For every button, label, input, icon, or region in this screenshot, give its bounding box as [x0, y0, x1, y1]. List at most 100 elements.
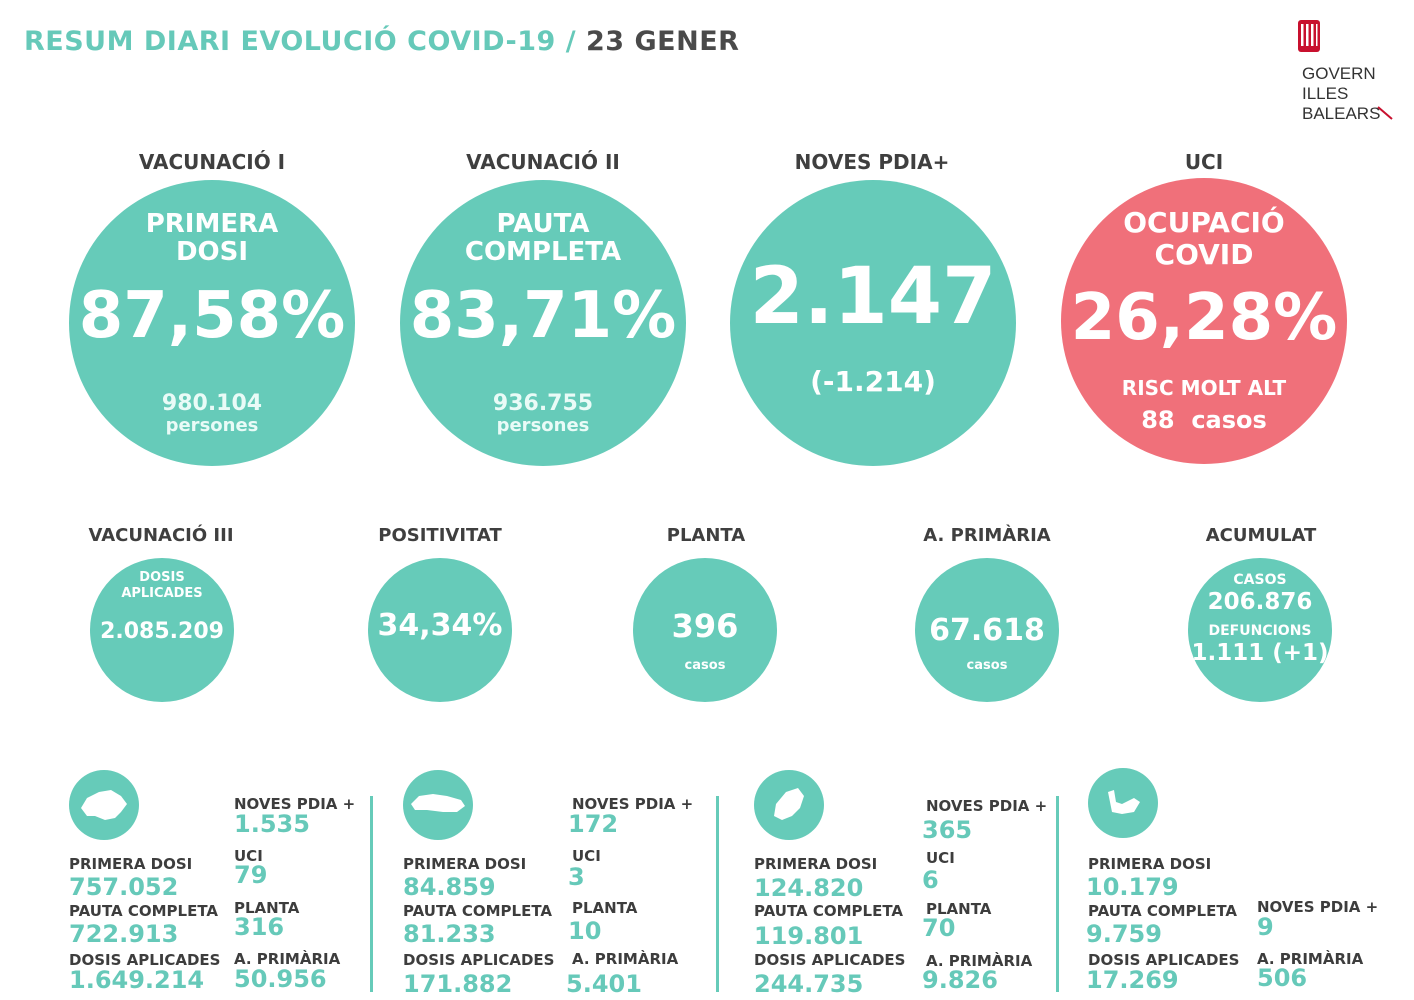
circle-subtitle: PRIMERA: [145, 209, 279, 239]
pauta-completa-value: 119.801: [754, 922, 864, 950]
new-pdia-circle: 2.147 (-1.214): [730, 180, 1016, 466]
atencio-primaria-value: 5.401: [566, 970, 642, 998]
atencio-primaria-value: 506: [1257, 964, 1308, 992]
planta-value: 316: [234, 913, 285, 941]
circle-subtitle: PAUTA: [496, 209, 590, 239]
column-divider: [370, 796, 373, 992]
dosis-aplicades-value: 1.649.214: [69, 966, 205, 994]
circle-value: 2.085.209: [100, 619, 224, 644]
column-divider: [1056, 796, 1059, 992]
title-text: RESUM DIARI EVOLUCIÓ COVID-19 /: [24, 26, 577, 57]
positivity-circle: 34,34%: [368, 558, 512, 702]
dosis-aplicades-value: 17.269: [1086, 966, 1179, 994]
circle-value: 26,28%: [1070, 281, 1338, 355]
noves-pdia-value: 9: [1257, 913, 1274, 941]
noves-pdia-label: NOVES PDIA +: [234, 795, 356, 813]
cases-value: 206.876: [1207, 589, 1313, 615]
primera-dosi-label: PRIMERA DOSI: [69, 855, 193, 873]
circle-count: 980.104: [161, 391, 263, 416]
uci-label: UCI: [234, 847, 263, 865]
uci-value: 6: [922, 866, 939, 894]
planta-value: 70: [922, 914, 956, 942]
pauta-completa-label: PAUTA COMPLETA: [1088, 902, 1238, 920]
dosis-aplicades-value: 171.882: [403, 970, 513, 998]
circle-unit: persones: [165, 415, 259, 436]
label-vacunacio-2: VACUNACIÓ II: [466, 150, 620, 174]
logo-line: ILLES: [1302, 84, 1349, 103]
primera-dosi-value: 10.179: [1086, 873, 1179, 901]
circle-value: 2.147: [749, 252, 997, 342]
uci-cases: 88 casos: [1141, 406, 1267, 434]
label-vacunacio-3: VACUNACIÓ III: [88, 525, 234, 546]
label-acumulat: ACUMULAT: [1205, 525, 1317, 546]
formentera-map-icon: [1088, 768, 1158, 838]
circle-value: 67.618: [929, 613, 1045, 648]
atencio-primaria-label: A. PRIMÀRIA: [1257, 950, 1364, 968]
circle-subtitle: COMPLETA: [464, 237, 622, 267]
vaccination-third-dose-circle: DOSIS APLICADES 2.085.209: [90, 558, 234, 702]
logo-line: GOVERN: [1302, 64, 1376, 83]
dosis-aplicades-label: DOSIS APLICADES: [754, 951, 906, 969]
primary-care-circle: 67.618 casos: [915, 558, 1059, 702]
mallorca-map-icon: [69, 770, 139, 840]
circle-subtitle: APLICADES: [121, 586, 203, 601]
planta-label: PLANTA: [926, 900, 992, 918]
uci-value: 79: [234, 861, 268, 889]
uci-label: UCI: [572, 847, 601, 865]
pauta-completa-label: PAUTA COMPLETA: [69, 902, 219, 920]
logo-line: BALEARS: [1302, 104, 1381, 123]
circle-subtitle: DOSI: [175, 237, 249, 267]
atencio-primaria-label: A. PRIMÀRIA: [234, 950, 341, 968]
dosis-aplicades-label: DOSIS APLICADES: [1088, 951, 1240, 969]
noves-pdia-label: NOVES PDIA +: [1257, 898, 1379, 916]
cases-label: CASOS: [1233, 572, 1287, 588]
label-positivitat: POSITIVITAT: [378, 525, 502, 546]
primera-dosi-label: PRIMERA DOSI: [1088, 855, 1212, 873]
circle-subtitle: OCUPACIÓ: [1123, 206, 1285, 239]
planta-value: 10: [568, 917, 602, 945]
atencio-primaria-value: 9.826: [922, 966, 998, 994]
pauta-completa-value: 9.759: [1086, 920, 1162, 948]
eivissa-map-icon: [754, 770, 824, 840]
title-date: 23 GENER: [586, 26, 740, 57]
pauta-completa-value: 81.233: [403, 920, 496, 948]
coat-of-arms-icon: [1298, 20, 1320, 52]
label-noves-pdia: NOVES PDIA+: [794, 150, 950, 174]
circle-delta: (-1.214): [810, 365, 936, 398]
atencio-primaria-value: 50.956: [234, 965, 327, 993]
column-divider: [716, 796, 719, 992]
circle-value: 396: [671, 607, 739, 645]
dosis-aplicades-label: DOSIS APLICADES: [403, 951, 555, 969]
deaths-label: DEFUNCIONS: [1208, 623, 1312, 639]
deaths-value: 1.111 (+1): [1191, 640, 1329, 666]
atencio-primaria-label: A. PRIMÀRIA: [926, 952, 1033, 970]
pauta-completa-label: PAUTA COMPLETA: [403, 902, 553, 920]
hospital-ward-circle: 396 casos: [633, 558, 777, 702]
noves-pdia-label: NOVES PDIA +: [572, 795, 694, 813]
page-title: RESUM DIARI EVOLUCIÓ COVID-19 / 23 GENER: [24, 26, 739, 57]
circle-value: 87,58%: [78, 279, 346, 353]
noves-pdia-value: 172: [568, 810, 619, 838]
primera-dosi-label: PRIMERA DOSI: [403, 855, 527, 873]
pauta-completa-label: PAUTA COMPLETA: [754, 902, 904, 920]
primera-dosi-value: 757.052: [69, 873, 179, 901]
circle-subtitle: COVID: [1154, 238, 1254, 271]
circle-unit: casos: [684, 658, 726, 673]
primera-dosi-value: 84.859: [403, 873, 496, 901]
label-vacunacio-1: VACUNACIÓ I: [138, 150, 286, 174]
logo-wordmark: GOVERN ILLES BALEARS: [1302, 64, 1380, 124]
circle-unit: persones: [496, 415, 590, 436]
menorca-map-icon: [403, 770, 473, 840]
noves-pdia-value: 1.535: [234, 810, 310, 838]
planta-label: PLANTA: [234, 899, 300, 917]
logo-slash-icon: [1377, 106, 1393, 120]
planta-label: PLANTA: [572, 899, 638, 917]
pauta-completa-value: 722.913: [69, 920, 179, 948]
noves-pdia-value: 365: [922, 816, 973, 844]
vaccination-first-dose-circle: PRIMERA DOSI 87,58% 980.104 persones: [69, 180, 355, 466]
dosis-aplicades-value: 244.735: [754, 970, 864, 998]
uci-value: 3: [568, 863, 585, 891]
label-uci: UCI: [1184, 150, 1224, 174]
uci-label: UCI: [926, 849, 955, 867]
noves-pdia-label: NOVES PDIA +: [926, 797, 1048, 815]
